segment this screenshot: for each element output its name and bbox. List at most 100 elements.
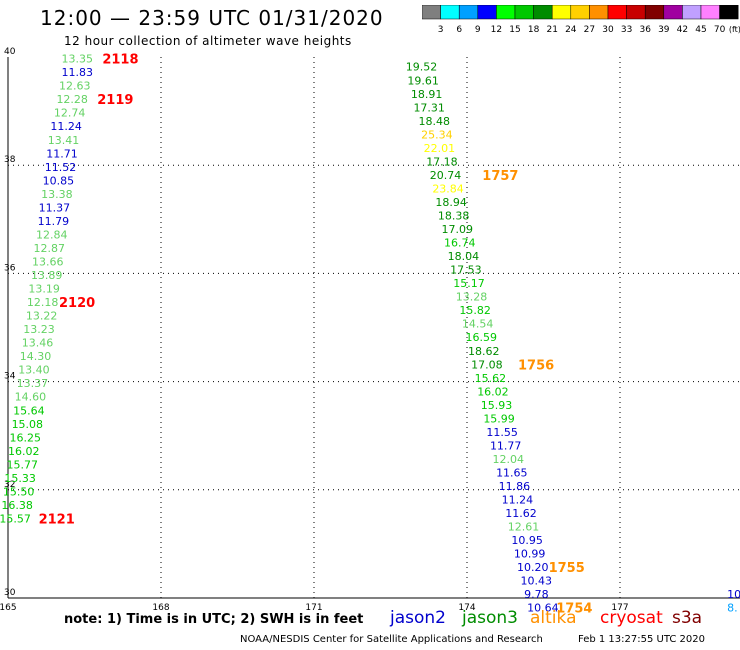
color-scale-label: 6	[456, 25, 462, 35]
pass-time-label: 1755	[549, 561, 585, 576]
wave-height-value: 11.62	[505, 507, 537, 520]
wave-height-value: 18.38	[438, 210, 470, 223]
wave-height-value: 13.40	[18, 364, 50, 377]
wave-height-value: 13.89	[31, 269, 63, 282]
pass-time-label: 1756	[518, 358, 554, 373]
wave-height-value: 11.71	[46, 147, 78, 160]
wave-height-value: 17.18	[426, 155, 458, 168]
wave-height-value: 19.61	[407, 74, 439, 87]
pass-time-label: 2120	[59, 296, 95, 311]
satellite-legend-altika: altika	[530, 608, 577, 628]
wave-height-value: 22.01	[424, 142, 456, 155]
wave-height-value: 16.74	[444, 237, 476, 250]
pass-time-label: 2119	[97, 93, 133, 108]
wave-height-value: 13.22	[26, 310, 57, 323]
wave-height-value: 12.28	[56, 93, 87, 106]
footer-credit: NOAA/NESDIS Center for Satellite Applica…	[240, 634, 543, 645]
wave-height-value: 16.25	[10, 431, 42, 444]
wave-height-value: 11.86	[499, 480, 531, 493]
wave-height-value: 16.59	[465, 331, 497, 344]
x-tick-label: 168	[152, 603, 169, 613]
color-scale-legend: 3 6 9 12 15 18 21 24 27 30 33 36 39 42 45 70 (ft)	[422, 5, 740, 35]
color-scale-label: 36	[639, 25, 651, 35]
wave-height-value: 8.	[727, 602, 738, 615]
satellite-legend-jason2: jason2	[390, 608, 446, 628]
color-scale-label: 21	[546, 25, 557, 35]
wave-height-value: 15.17	[453, 277, 485, 290]
x-tick-label: 171	[305, 603, 322, 613]
wave-height-value: 18.48	[419, 115, 451, 128]
y-tick-label: 38	[4, 155, 16, 165]
y-tick-label: 32	[4, 480, 15, 490]
wave-height-value: 14.60	[15, 391, 47, 404]
y-tick-label: 34	[4, 372, 16, 382]
color-scale-label: 42	[677, 25, 688, 35]
x-tick-label: 174	[458, 603, 475, 613]
wave-height-value: 15.99	[483, 412, 515, 425]
wave-height-value: 15.08	[12, 418, 44, 431]
wave-height-value: 15.64	[13, 404, 45, 417]
wave-height-value: 10.43	[521, 575, 553, 588]
satellite-legend-cryosat: cryosat	[600, 608, 663, 628]
wave-height-value: 10.64	[527, 602, 559, 615]
y-tick-label: 40	[4, 47, 16, 57]
wave-height-value: 15.93	[481, 399, 513, 412]
wave-height-value: 12.04	[493, 453, 525, 466]
wave-height-value: 15.82	[459, 304, 491, 317]
footer-timestamp: Feb 1 13:27:55 UTC 2020	[578, 634, 705, 645]
color-scale-label: 70	[714, 25, 726, 35]
wave-height-value: 11.52	[45, 161, 77, 174]
wave-height-value: 20.74	[430, 169, 462, 182]
y-tick-label: 30	[4, 588, 16, 598]
pass-time-label: 1754	[556, 602, 592, 617]
wave-height-value: 25.34	[421, 128, 453, 141]
wave-height-value: 12.84	[36, 228, 68, 241]
color-scale-label: 33	[621, 25, 632, 35]
wave-height-value: 17.08	[471, 358, 503, 371]
color-scale-label: 30	[602, 25, 614, 35]
wave-height-value: 16.38	[1, 499, 32, 512]
wave-height-value: 11.77	[490, 439, 522, 452]
wave-height-value: 14.30	[20, 350, 52, 363]
wave-height-value: 16.02	[8, 445, 40, 458]
wave-height-value: 11.37	[39, 201, 71, 214]
color-scale-label: 24	[565, 25, 577, 35]
wave-height-value: 12.87	[34, 242, 66, 255]
color-scale-label: 39	[658, 25, 670, 35]
x-tick-label: 177	[611, 603, 628, 613]
pass-time-label: 2121	[39, 512, 75, 527]
wave-height-value: 23.84	[432, 182, 464, 195]
color-scale-label: (ft)	[729, 25, 740, 34]
color-scale-swatch	[719, 5, 739, 20]
color-scale-label: 45	[695, 25, 706, 35]
wave-height-value: 10.99	[514, 548, 546, 561]
wave-height-value: 17.53	[450, 264, 482, 277]
color-scale-label: 27	[584, 25, 595, 35]
wave-height-value: 13.66	[32, 255, 64, 268]
wave-height-value: 18.62	[468, 345, 500, 358]
wave-height-value: 15.33	[4, 472, 36, 485]
color-scale-label: 9	[475, 25, 481, 35]
wave-height-value: 10.85	[43, 174, 75, 187]
wave-height-value: 11.79	[38, 215, 70, 228]
satellite-legend-jason3: jason3	[462, 608, 518, 628]
page-subtitle: 12 hour collection of altimeter wave hei…	[64, 34, 352, 48]
wave-height-value: 12.63	[59, 80, 91, 93]
wave-height-value: 13.19	[28, 283, 60, 296]
wave-height-value: 12.18	[27, 296, 59, 309]
wave-height-value: 15.57	[0, 512, 31, 525]
pass-time-label: 2118	[102, 53, 138, 68]
satellite-legend-s3a: s3a	[672, 608, 703, 628]
wave-height-value: 17.09	[442, 223, 474, 236]
wave-height-value: 10	[727, 588, 740, 601]
pass-time-label: 1757	[482, 169, 518, 184]
wave-height-value: 18.94	[435, 196, 467, 209]
x-tick-label: 165	[0, 603, 17, 613]
wave-height-value: 13.23	[23, 323, 55, 336]
wave-height-value: 10.95	[511, 534, 543, 547]
wave-height-value: 12.61	[508, 521, 540, 534]
wave-height-value: 15.50	[3, 485, 35, 498]
wave-height-value: 13.35	[62, 53, 94, 66]
wave-height-value: 11.83	[62, 66, 94, 79]
